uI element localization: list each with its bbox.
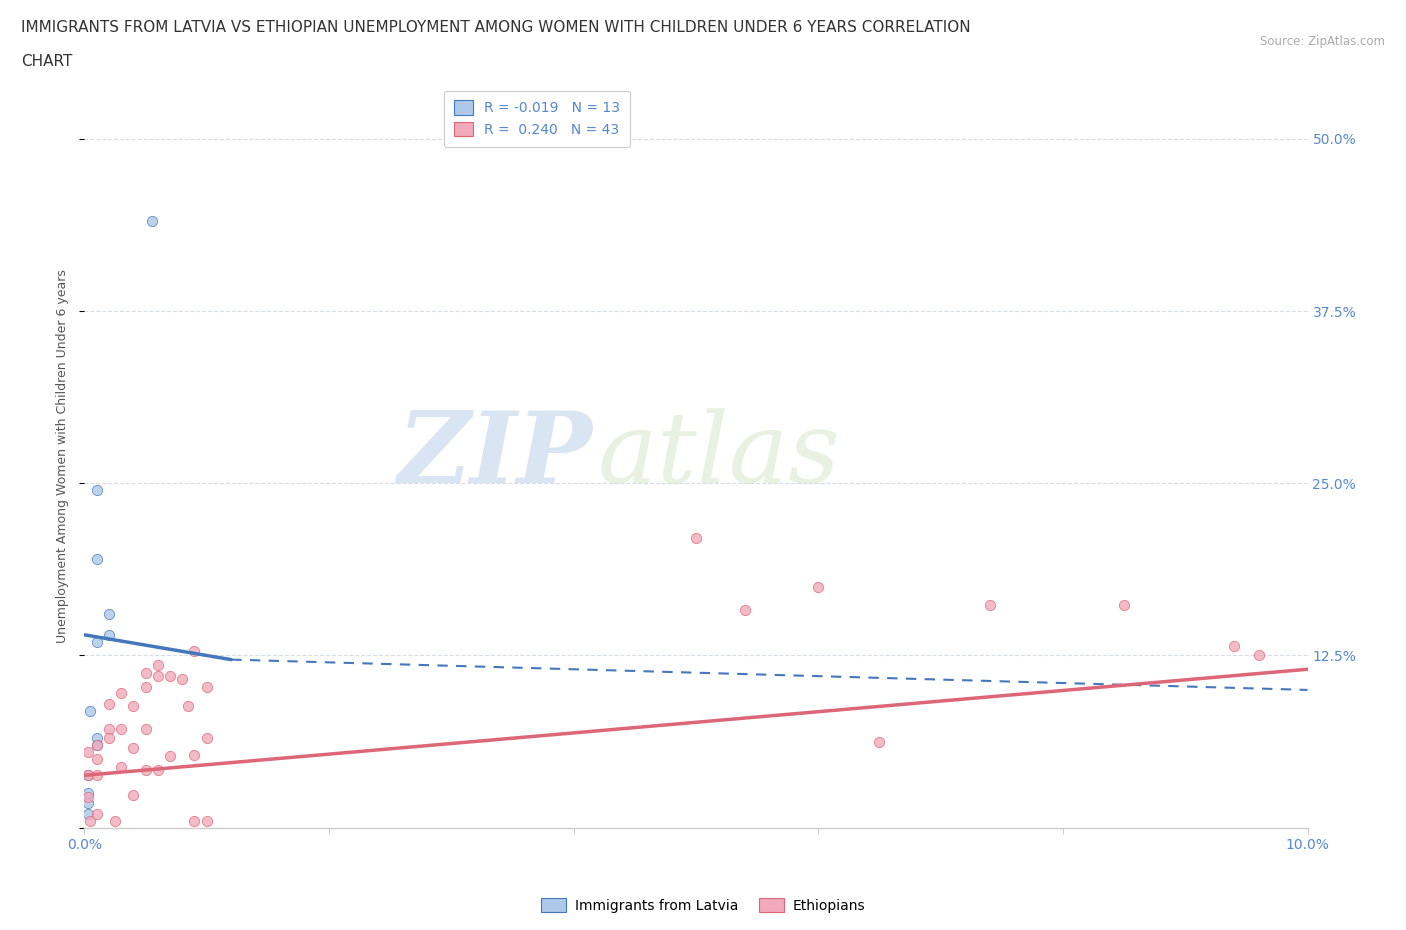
Point [122,699,145,714]
Point [79,703,101,718]
Point [159,669,181,684]
Point [183,644,205,658]
Point [159,749,181,764]
Point [146,658,169,672]
Point [86,737,108,752]
Text: CHART: CHART [21,54,73,69]
Point [86,634,108,649]
Text: atlas: atlas [598,408,841,503]
Point [97,606,120,621]
Point [979,597,1001,612]
Point [77,795,100,810]
Point [122,787,145,802]
Point [97,721,120,736]
Point [86,751,108,766]
Point [1223,638,1246,653]
Point [77,768,100,783]
Point [141,214,163,229]
Point [195,731,218,746]
Text: ZIP: ZIP [396,407,592,504]
Point [77,790,100,804]
Point [135,666,157,681]
Point [1114,597,1136,612]
Point [122,740,145,755]
Point [195,680,218,695]
Point [97,628,120,643]
Point [1247,648,1270,663]
Point [146,763,169,777]
Point [869,735,891,750]
Point [86,768,108,783]
Point [135,721,157,736]
Point [77,806,100,821]
Point [685,531,707,546]
Point [86,731,108,746]
Point [135,763,157,777]
Point [97,731,120,746]
Point [172,671,194,686]
Point [195,814,218,829]
Point [77,768,100,783]
Point [183,747,205,762]
Point [104,814,127,829]
Point [86,806,108,821]
Point [86,483,108,498]
Point [79,814,101,829]
Point [86,551,108,566]
Point [77,745,100,760]
Point [146,669,169,684]
Point [110,721,132,736]
Y-axis label: Unemployment Among Women with Children Under 6 years: Unemployment Among Women with Children U… [56,269,69,643]
Legend: Immigrants from Latvia, Ethiopians: Immigrants from Latvia, Ethiopians [536,893,870,919]
Point [135,680,157,695]
Text: Source: ZipAtlas.com: Source: ZipAtlas.com [1260,35,1385,48]
Point [183,814,205,829]
Text: IMMIGRANTS FROM LATVIA VS ETHIOPIAN UNEMPLOYMENT AMONG WOMEN WITH CHILDREN UNDER: IMMIGRANTS FROM LATVIA VS ETHIOPIAN UNEM… [21,20,970,35]
Point [807,579,830,594]
Point [110,760,132,775]
Legend: R = -0.019   N = 13, R =  0.240   N = 43: R = -0.019 N = 13, R = 0.240 N = 43 [444,90,630,147]
Point [77,786,100,801]
Point [110,685,132,700]
Point [177,699,200,714]
Point [86,737,108,752]
Point [97,697,120,711]
Point [734,603,756,618]
